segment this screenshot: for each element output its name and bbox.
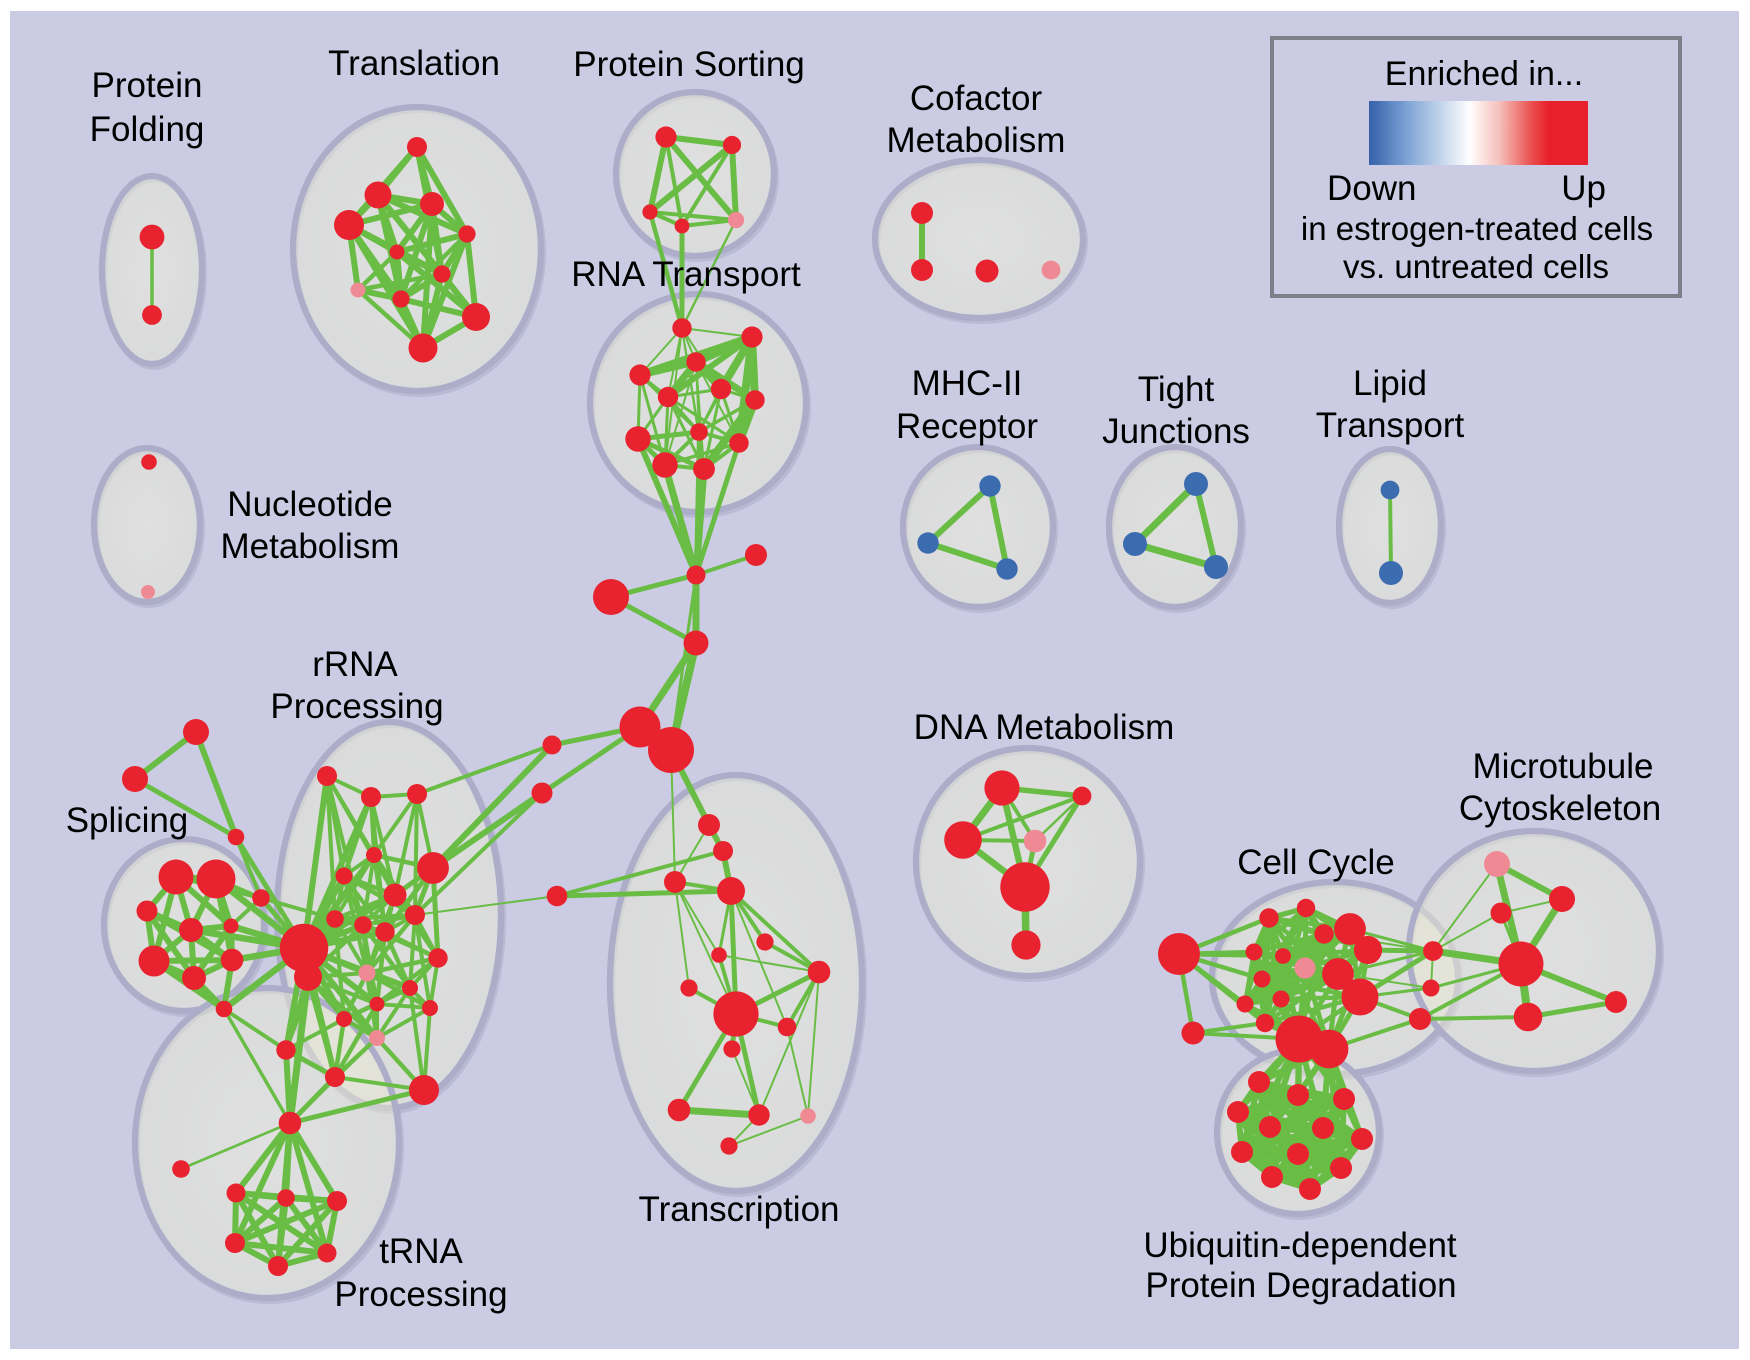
svg-text:in estrogen-treated cells: in estrogen-treated cells — [1301, 210, 1653, 247]
svg-text:Processing: Processing — [334, 1275, 507, 1314]
svg-text:Folding: Folding — [90, 110, 205, 149]
svg-text:RNA Transport: RNA Transport — [571, 255, 801, 294]
svg-text:Enriched in...: Enriched in... — [1385, 55, 1583, 93]
svg-text:Protein Sorting: Protein Sorting — [573, 45, 805, 84]
svg-text:Metabolism: Metabolism — [887, 121, 1066, 160]
svg-text:vs. untreated cells: vs. untreated cells — [1343, 248, 1609, 285]
svg-text:Metabolism: Metabolism — [221, 527, 400, 566]
svg-text:Cytoskeleton: Cytoskeleton — [1459, 789, 1661, 828]
svg-text:Cofactor: Cofactor — [910, 79, 1043, 118]
svg-text:Tight: Tight — [1138, 370, 1215, 409]
svg-text:Cell Cycle: Cell Cycle — [1237, 843, 1395, 882]
svg-text:DNA Metabolism: DNA Metabolism — [914, 708, 1175, 747]
svg-text:Up: Up — [1561, 169, 1606, 208]
svg-text:Ubiquitin-dependent: Ubiquitin-dependent — [1143, 1226, 1457, 1265]
svg-text:Lipid: Lipid — [1353, 364, 1427, 403]
svg-text:tRNA: tRNA — [379, 1232, 463, 1271]
svg-text:rRNA: rRNA — [312, 645, 398, 684]
svg-text:Splicing: Splicing — [66, 801, 189, 840]
svg-text:Protein: Protein — [92, 66, 203, 105]
svg-text:Translation: Translation — [328, 44, 500, 83]
svg-text:Junctions: Junctions — [1102, 412, 1250, 451]
svg-text:Down: Down — [1327, 169, 1416, 208]
svg-text:Nucleotide: Nucleotide — [227, 485, 392, 524]
svg-text:Protein Degradation: Protein Degradation — [1145, 1266, 1456, 1305]
svg-text:Receptor: Receptor — [896, 407, 1038, 446]
svg-text:MHC-II: MHC-II — [912, 364, 1023, 403]
svg-text:Microtubule: Microtubule — [1473, 747, 1654, 786]
svg-text:Transport: Transport — [1316, 406, 1465, 445]
svg-text:Processing: Processing — [270, 687, 443, 726]
svg-text:Transcription: Transcription — [639, 1190, 840, 1229]
